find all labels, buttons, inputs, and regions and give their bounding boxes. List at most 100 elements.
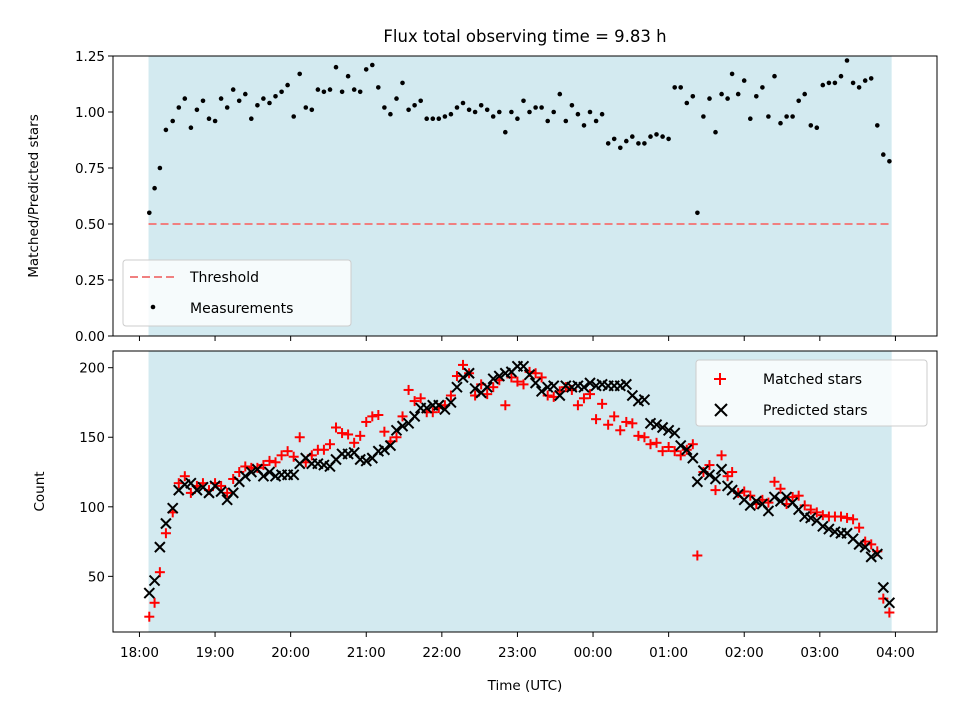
predicted-star-point	[390, 424, 403, 436]
measurement-point	[826, 80, 832, 86]
predicted-star-point	[239, 470, 252, 482]
predicted-star-point	[287, 469, 300, 481]
predicted-star-point	[523, 368, 536, 381]
matched-star-point	[409, 396, 420, 407]
predicted-star-point	[227, 487, 239, 499]
bottom-axes-frame	[112, 350, 938, 633]
measurement-point	[684, 100, 690, 106]
measurement-point	[333, 64, 339, 70]
matched-star-point	[799, 500, 810, 511]
matched-star-point	[597, 398, 608, 409]
measurement-point	[766, 114, 771, 119]
predicted-star-point	[768, 491, 781, 503]
predicted-star-point	[215, 485, 227, 498]
matched-star-point	[367, 411, 378, 422]
matched-star-point	[160, 528, 171, 539]
x-tick-label: 04:00	[876, 645, 915, 661]
matched-star-point	[512, 376, 523, 387]
measurement-point	[729, 71, 735, 77]
measurement-point	[357, 89, 363, 95]
matched-star-point	[817, 510, 828, 521]
measurement-point	[243, 91, 248, 97]
x-tick-label: 03:00	[800, 645, 839, 661]
predicted-star-point	[853, 538, 865, 551]
measurement-point	[521, 98, 526, 104]
legend-predicted-label: Predicted stars	[763, 403, 868, 419]
measurement-point	[557, 91, 563, 97]
matched-star-point	[842, 512, 853, 523]
predicted-star-point	[245, 466, 258, 478]
measurement-point	[321, 89, 327, 95]
measurement-point	[754, 94, 759, 99]
bottom-y-axis-label: Count	[32, 471, 48, 511]
matched-star-point	[687, 439, 698, 450]
measurement-point	[701, 114, 706, 119]
matched-star-point	[500, 400, 511, 411]
measurement-point	[569, 103, 575, 108]
x-tick-label: 20:00	[271, 645, 310, 661]
predicted-star-point	[554, 389, 566, 402]
measurement-point	[327, 87, 333, 92]
x-tick-label: 22:00	[422, 645, 461, 661]
legend-matched-swatch	[714, 373, 726, 385]
matched-star-point	[621, 416, 632, 427]
predicted-star-point	[726, 484, 738, 496]
measurement-point	[527, 109, 532, 115]
predicted-star-point	[883, 597, 896, 609]
measurement-point	[642, 141, 647, 146]
matched-star-point	[373, 409, 384, 420]
matched-star-point	[294, 432, 305, 443]
matched-star-point	[675, 450, 686, 461]
measurement-point	[814, 125, 820, 130]
measurement-point	[484, 107, 490, 113]
measurement-point	[832, 80, 838, 86]
measurement-point	[388, 111, 393, 117]
matched-star-point	[154, 567, 165, 578]
measurement-point	[820, 82, 826, 88]
measurement-point	[339, 89, 345, 95]
matched-star-point	[769, 476, 780, 487]
matched-star-point	[270, 457, 281, 468]
measurement-point	[236, 98, 242, 104]
measurement-point	[624, 138, 629, 144]
x-tick-label: 00:00	[574, 645, 613, 661]
predicted-star-point	[378, 444, 391, 456]
predicted-star-point	[360, 455, 372, 467]
measurement-point	[707, 96, 712, 101]
measurement-point	[760, 85, 765, 90]
measurement-point	[394, 96, 399, 101]
measurement-point	[808, 123, 814, 128]
predicted-star-point	[823, 523, 835, 535]
bottom-legend: Matched stars Predicted stars	[695, 359, 928, 427]
matched-star-point	[427, 407, 438, 418]
predicted-star-point	[744, 499, 756, 512]
predicted-star-point	[143, 587, 155, 599]
bottom-y-ticks: 50 100 150 200	[79, 361, 113, 585]
predicted-star-point	[681, 444, 693, 456]
matched-star-point	[536, 372, 547, 383]
measurement-point	[472, 109, 478, 115]
matched-star-point	[716, 450, 727, 461]
measurement-point	[279, 89, 284, 95]
measurement-point	[741, 78, 747, 83]
measurement-point	[249, 116, 254, 121]
predicted-star-point	[421, 402, 433, 414]
measurement-point	[273, 94, 278, 99]
bottom-panel: 50 100 150 200 18:00 19:00 20:00 21:00 22:00 23:…	[32, 350, 938, 694]
measurement-point	[778, 120, 783, 126]
measurement-point	[188, 125, 194, 130]
measurement-point	[212, 118, 218, 124]
measurement-point	[630, 134, 635, 139]
matched-star-point	[585, 389, 596, 400]
matched-star-point	[793, 490, 804, 501]
measurement-point	[261, 96, 266, 101]
measurement-point	[605, 141, 611, 146]
matched-star-point	[144, 611, 155, 622]
predicted-star-point	[469, 382, 481, 395]
measurement-point	[430, 116, 436, 121]
predicted-star-point	[697, 464, 710, 477]
matched-star-point	[704, 460, 715, 471]
measurement-point	[442, 114, 448, 119]
matched-star-point	[710, 485, 721, 496]
